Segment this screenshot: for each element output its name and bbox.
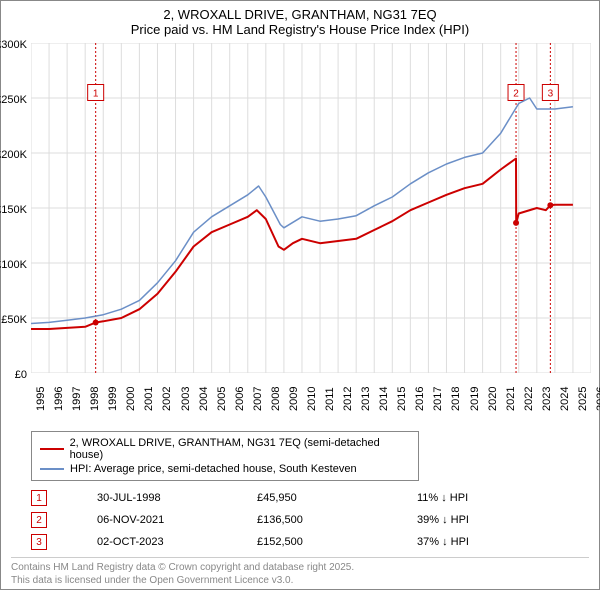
marker-number-box: 2: [31, 512, 47, 528]
x-tick-label: 1998: [89, 387, 101, 411]
line-chart-svg: 1 2 3: [31, 43, 591, 373]
footer-line-1: Contains HM Land Registry data © Crown c…: [11, 561, 589, 574]
x-tick-label: 2020: [487, 387, 499, 411]
x-tick-label: 2007: [252, 387, 264, 411]
y-tick-label: £200K: [0, 149, 27, 161]
marker-price: £152,500: [257, 536, 367, 548]
x-tick-label: 2001: [143, 387, 155, 411]
footer: Contains HM Land Registry data © Crown c…: [11, 557, 589, 587]
svg-text:1: 1: [93, 89, 99, 100]
marker-date: 02-OCT-2023: [97, 536, 207, 548]
marker-date: 06-NOV-2021: [97, 514, 207, 526]
x-tick-label: 2005: [216, 387, 228, 411]
x-tick-label: 2018: [450, 387, 462, 411]
marker-row: 1 30-JUL-1998 £45,950 11% ↓ HPI: [31, 487, 589, 509]
footer-line-2: This data is licensed under the Open Gov…: [11, 574, 589, 587]
x-tick-label: 2009: [288, 387, 300, 411]
marker-number-box: 1: [31, 490, 47, 506]
y-tick-label: £300K: [0, 39, 27, 51]
x-tick-label: 1996: [53, 387, 65, 411]
legend-swatch-blue: [40, 468, 64, 470]
marker-delta: 39% ↓ HPI: [417, 514, 527, 526]
marker-date: 30-JUL-1998: [97, 492, 207, 504]
x-tick-label: 2002: [161, 387, 173, 411]
x-tick-label: 2015: [396, 387, 408, 411]
x-tick-label: 2022: [523, 387, 535, 411]
x-tick-label: 2021: [505, 387, 517, 411]
legend-item: 2, WROXALL DRIVE, GRANTHAM, NG31 7EQ (se…: [40, 436, 410, 462]
y-tick-label: £100K: [0, 259, 27, 271]
x-axis-labels: 1995 1996 1997 1998 1999 2000 2001 2002 2003 2004…: [31, 379, 591, 439]
marker-number-box: 3: [31, 534, 47, 550]
chart-container: 2, WROXALL DRIVE, GRANTHAM, NG31 7EQ Pri…: [0, 0, 600, 590]
subtitle: Price paid vs. HM Land Registry's House …: [11, 22, 589, 37]
marker-price: £45,950: [257, 492, 367, 504]
marker-table: 1 30-JUL-1998 £45,950 11% ↓ HPI 2 06-NOV…: [31, 487, 589, 553]
x-tick-label: 2012: [342, 387, 354, 411]
x-tick-label: 2013: [360, 387, 372, 411]
y-tick-label: £150K: [0, 204, 27, 216]
x-tick-label: 2023: [541, 387, 553, 411]
x-tick-label: 2000: [125, 387, 137, 411]
marker-row: 3 02-OCT-2023 £152,500 37% ↓ HPI: [31, 531, 589, 553]
x-tick-label: 1997: [71, 387, 83, 411]
x-tick-label: 2016: [414, 387, 426, 411]
x-tick-label: 2024: [559, 387, 571, 411]
x-tick-label: 2025: [577, 387, 589, 411]
address-title: 2, WROXALL DRIVE, GRANTHAM, NG31 7EQ: [11, 7, 589, 22]
title-block: 2, WROXALL DRIVE, GRANTHAM, NG31 7EQ Pri…: [1, 1, 599, 39]
legend-item: HPI: Average price, semi-detached house,…: [40, 462, 410, 476]
y-tick-label: £250K: [0, 94, 27, 106]
legend-label: 2, WROXALL DRIVE, GRANTHAM, NG31 7EQ (se…: [70, 437, 410, 461]
plot-area: 1 2 3: [31, 43, 591, 373]
legend-swatch-red: [40, 448, 64, 450]
x-tick-label: 2011: [324, 387, 336, 411]
legend-label: HPI: Average price, semi-detached house,…: [70, 463, 357, 475]
x-tick-label: 2004: [198, 387, 210, 411]
svg-text:2: 2: [513, 89, 519, 100]
x-tick-label: 2010: [306, 387, 318, 411]
x-tick-label: 2006: [234, 387, 246, 411]
svg-text:3: 3: [548, 89, 554, 100]
x-tick-label: 1995: [35, 387, 47, 411]
x-tick-label: 2014: [378, 387, 390, 411]
marker-delta: 37% ↓ HPI: [417, 536, 527, 548]
x-tick-label: 1999: [107, 387, 119, 411]
x-tick-label: 2008: [270, 387, 282, 411]
y-tick-label: £50K: [0, 314, 27, 326]
x-tick-label: 2017: [432, 387, 444, 411]
marker-price: £136,500: [257, 514, 367, 526]
marker-delta: 11% ↓ HPI: [417, 492, 527, 504]
x-tick-label: 2019: [469, 387, 481, 411]
y-tick-label: £0: [0, 369, 27, 381]
marker-row: 2 06-NOV-2021 £136,500 39% ↓ HPI: [31, 509, 589, 531]
x-tick-label: 2026: [595, 387, 600, 411]
x-tick-label: 2003: [180, 387, 192, 411]
